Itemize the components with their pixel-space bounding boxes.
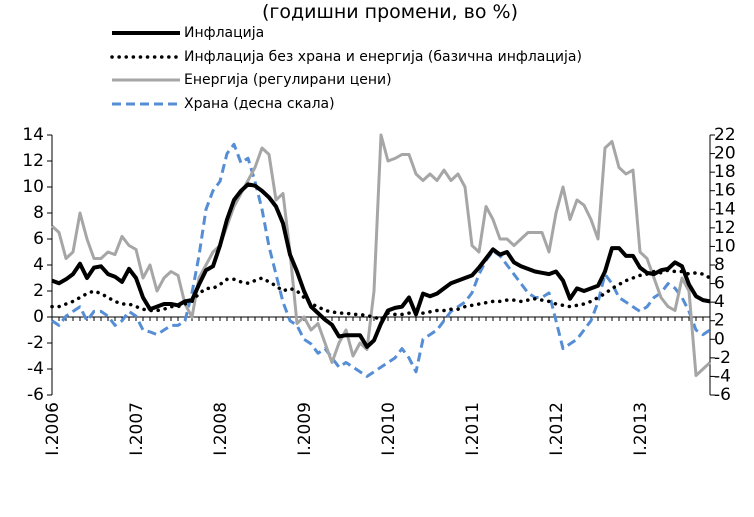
y2-tick-label: 0 <box>714 329 725 349</box>
y2-tick-label: 12 <box>714 218 736 238</box>
y-tick-label: -4 <box>27 359 44 379</box>
series-line <box>50 268 712 322</box>
y-tick-label: 8 <box>33 203 44 223</box>
y2-tick-label: -2 <box>714 348 731 368</box>
series-line <box>51 182 711 349</box>
y2-tick-label: 18 <box>714 162 736 182</box>
y2-tick-label: 2 <box>714 311 725 331</box>
series-line <box>50 133 712 377</box>
y-tick-label: 14 <box>22 125 44 145</box>
x-tick-label: I.2010 <box>379 402 399 456</box>
legend-label: Енергија (регулирани цени) <box>184 72 392 88</box>
x-tick-label: I.2006 <box>43 402 63 456</box>
y-tick-label: 2 <box>33 281 44 301</box>
y-tick-label: -6 <box>27 385 44 405</box>
x-tick-label: I.2013 <box>631 402 651 456</box>
x-tick-label: I.2011 <box>463 402 483 456</box>
series-line <box>51 142 711 378</box>
y2-tick-label: 6 <box>714 274 725 294</box>
y2-tick-label: 14 <box>714 199 736 219</box>
y2-tick-label: -4 <box>714 366 731 386</box>
legend: Инфлација Инфлација без храна и енергија… <box>110 25 582 112</box>
y-tick-label: 0 <box>33 307 44 327</box>
y2-tick-label: 22 <box>714 125 736 145</box>
y2-tick-label: 8 <box>714 255 725 275</box>
legend-label: Храна (десна скала) <box>184 96 335 112</box>
legend-label: Инфлација без храна и енергија (базична … <box>184 49 582 65</box>
y-tick-label: 6 <box>33 229 44 249</box>
y2-tick-label: 16 <box>714 181 736 201</box>
x-tick-label: I.2009 <box>295 402 315 456</box>
y2-tick-label: 4 <box>714 292 725 312</box>
y2-tick-label: 20 <box>714 144 736 164</box>
y-tick-label: 4 <box>33 255 44 275</box>
x-tick-label: I.2007 <box>127 402 147 456</box>
y2-tick-label: -6 <box>714 385 731 405</box>
x-tick-label: I.2012 <box>547 402 567 456</box>
y-tick-label: 12 <box>22 151 44 171</box>
y2-tick-label: 10 <box>714 236 736 256</box>
x-tick-label: I.2008 <box>211 402 231 456</box>
y-tick-label: -2 <box>27 333 44 353</box>
legend-label: Инфлација <box>184 25 264 41</box>
y-tick-label: 10 <box>22 177 44 197</box>
chart-title: (годишни промени, во %) <box>262 1 518 23</box>
